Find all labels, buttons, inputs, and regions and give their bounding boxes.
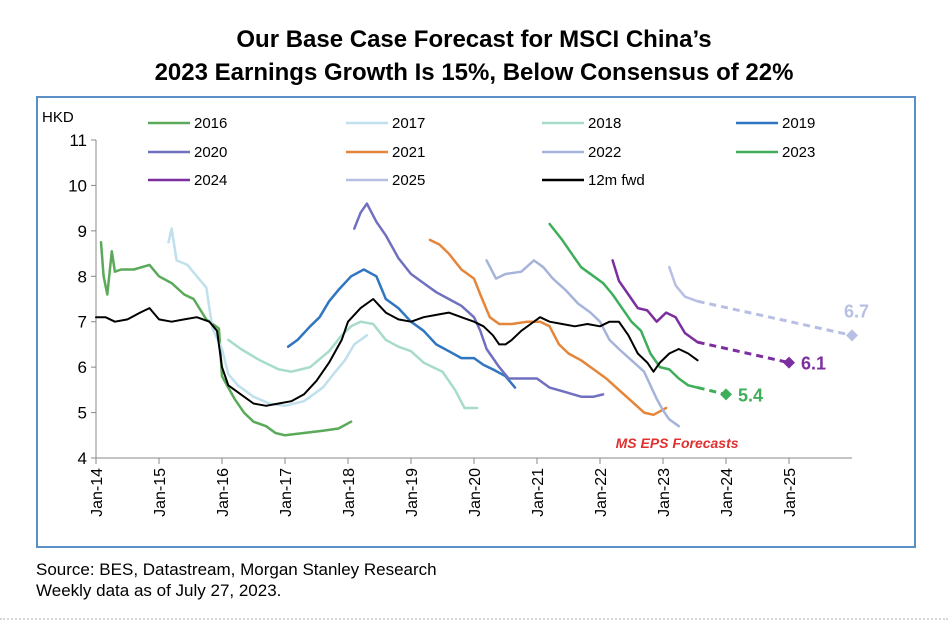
legend-label-2021: 2021 bbox=[392, 144, 425, 161]
x-tick-label: Jan-23 bbox=[656, 468, 673, 517]
series-line-2017 bbox=[167, 227, 369, 408]
forecast-marker-2024 bbox=[783, 356, 795, 369]
series-line-2024 bbox=[611, 259, 699, 344]
legend-label-2016: 2016 bbox=[194, 115, 227, 132]
chart-title-line-1: Our Base Case Forecast for MSCI China’s bbox=[236, 26, 712, 53]
forecast-marker-2025 bbox=[846, 329, 858, 342]
x-tick-label: Jan-20 bbox=[467, 468, 484, 517]
chart-title-line-2: 2023 Earnings Growth Is 15%, Below Conse… bbox=[154, 59, 794, 86]
series-line-12m-fwd bbox=[95, 298, 699, 407]
y-tick-label: 6 bbox=[78, 358, 87, 377]
x-tick-label: Jan-24 bbox=[719, 468, 736, 517]
series-line-2020 bbox=[353, 202, 605, 398]
x-tick-label: Jan-17 bbox=[278, 468, 295, 517]
legend-label-2018: 2018 bbox=[588, 115, 621, 132]
legend-label-12m-fwd: 12m fwd bbox=[588, 172, 645, 189]
forecast-label-2024: 6.1 bbox=[801, 354, 826, 374]
series-line-2025 bbox=[668, 265, 699, 303]
series-line-2016 bbox=[99, 240, 353, 437]
series-line-2023 bbox=[548, 222, 699, 389]
forecast-annotation: MS EPS Forecasts bbox=[616, 435, 739, 451]
legend-label-2024: 2024 bbox=[194, 172, 227, 189]
forecast-line-2025 bbox=[697, 299, 853, 337]
forecast-label-2023: 5.4 bbox=[738, 385, 763, 405]
chart-frame: HKD 4 5 6 7 8 9 10 11 Jan-14 Jan-15 Jan-16 Jan-17 Jan… bbox=[36, 96, 916, 548]
y-tick-label: 4 bbox=[78, 449, 87, 468]
data-note: Weekly data as of July 27, 2023. bbox=[36, 581, 282, 600]
legend-label-2019: 2019 bbox=[782, 115, 815, 132]
x-tick-label: Jan-15 bbox=[152, 468, 169, 517]
y-tick-label: 8 bbox=[78, 267, 87, 286]
legend-label-2023: 2023 bbox=[782, 144, 815, 161]
series-line-2021 bbox=[428, 238, 668, 417]
line-chart: HKD 4 5 6 7 8 9 10 11 Jan-14 Jan-15 Jan-16 Jan-17 Jan… bbox=[42, 109, 869, 517]
legend-label-2017: 2017 bbox=[392, 115, 425, 132]
x-tick-label: Jan-19 bbox=[404, 468, 421, 517]
forecast-marker-2023 bbox=[720, 388, 732, 401]
y-tick-label: 9 bbox=[78, 222, 87, 241]
x-tick-label: Jan-14 bbox=[89, 468, 106, 517]
legend-label-2020: 2020 bbox=[194, 144, 227, 161]
series-line-2022 bbox=[485, 259, 681, 428]
y-tick-label: 5 bbox=[78, 404, 87, 423]
legend-label-2022: 2022 bbox=[588, 144, 621, 161]
x-tick-label: Jan-22 bbox=[593, 468, 610, 517]
series-line-2019 bbox=[286, 268, 517, 389]
x-tick-label: Jan-18 bbox=[341, 468, 358, 517]
x-tick-label: Jan-16 bbox=[215, 468, 232, 517]
series-line-2018 bbox=[227, 320, 479, 410]
source-note: Source: BES, Datastream, Morgan Stanley … bbox=[36, 560, 437, 579]
x-tick-label: Jan-25 bbox=[782, 468, 799, 517]
y-tick-label: 7 bbox=[78, 313, 87, 332]
forecast-line-2024 bbox=[697, 340, 790, 365]
y-axis-title: HKD bbox=[42, 109, 74, 126]
forecast-label-2025: 6.7 bbox=[844, 301, 869, 321]
y-tick-label: 10 bbox=[68, 176, 87, 195]
y-tick-label: 11 bbox=[69, 131, 87, 150]
bottom-divider bbox=[0, 618, 948, 620]
legend-label-2025: 2025 bbox=[392, 172, 425, 189]
x-tick-label: Jan-21 bbox=[530, 468, 547, 517]
